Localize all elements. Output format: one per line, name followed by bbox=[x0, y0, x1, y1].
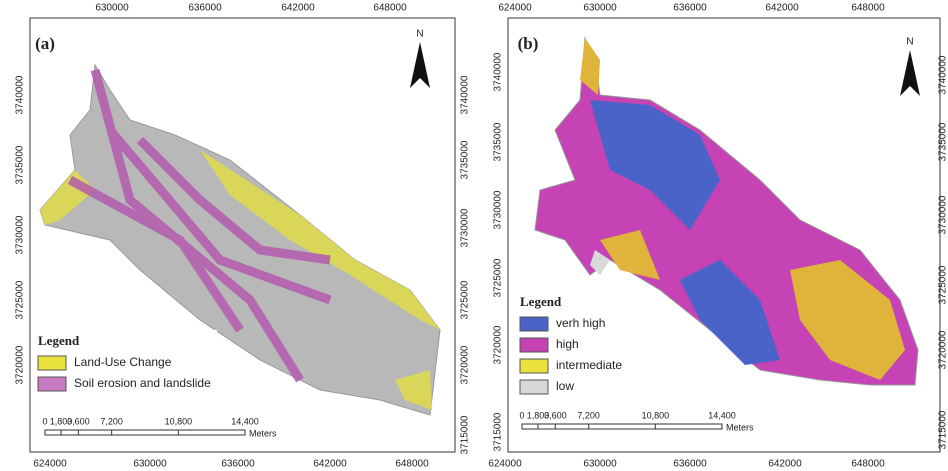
easting-label: 630000 bbox=[583, 459, 617, 470]
easting-label: 624000 bbox=[33, 459, 67, 470]
northing-label: 3735000 bbox=[938, 122, 948, 161]
north-arrow bbox=[900, 50, 920, 96]
easting-label: 630000 bbox=[95, 3, 129, 14]
easting-label: 642000 bbox=[765, 3, 799, 14]
panel-label: (a) bbox=[35, 34, 55, 53]
legend-swatch bbox=[520, 338, 548, 352]
northing-label: 3725000 bbox=[493, 258, 504, 297]
northing-label: 3740000 bbox=[15, 75, 26, 114]
legend-swatch bbox=[38, 356, 66, 370]
scale-label: 10,800 bbox=[642, 410, 670, 420]
northing-label: 3720000 bbox=[493, 325, 504, 364]
easting-label: 648000 bbox=[851, 3, 885, 14]
northing-label: 3715000 bbox=[460, 415, 471, 454]
scale-unit: Meters bbox=[726, 422, 754, 432]
scale-label: 3,600 bbox=[67, 416, 90, 426]
easting-label: 624000 bbox=[498, 3, 532, 14]
legend-title: Legend bbox=[38, 333, 80, 348]
northing-label: 3720000 bbox=[460, 345, 471, 384]
northing-label: 3730000 bbox=[15, 215, 26, 254]
northing-label: 3720000 bbox=[938, 330, 948, 369]
northing-label: 3735000 bbox=[15, 145, 26, 184]
scale-label: 0 bbox=[519, 410, 524, 420]
northing-label: 3740000 bbox=[460, 75, 471, 114]
figure: (a) N 630000 636000 642000 648000 624000 630000… bbox=[0, 0, 948, 471]
legend-swatch bbox=[38, 377, 66, 391]
northing-label: 3715000 bbox=[493, 412, 504, 451]
legend-swatch bbox=[520, 317, 548, 331]
easting-label: 636000 bbox=[188, 3, 222, 14]
scale-label: 7,200 bbox=[577, 410, 600, 420]
legend-label: low bbox=[556, 379, 574, 393]
easting-label: 630000 bbox=[133, 459, 167, 470]
scale-label: 14,400 bbox=[231, 416, 259, 426]
scale-bar bbox=[45, 430, 245, 435]
northing-label: 3725000 bbox=[938, 265, 948, 304]
legend-label: verh high bbox=[556, 316, 605, 330]
easting-label: 624000 bbox=[488, 459, 522, 470]
easting-label: 648000 bbox=[395, 459, 429, 470]
legend-label: high bbox=[556, 337, 579, 351]
easting-label: 642000 bbox=[768, 459, 802, 470]
northing-label: 3725000 bbox=[15, 280, 26, 319]
easting-label: 636000 bbox=[673, 3, 707, 14]
scale-bar bbox=[522, 424, 722, 429]
scale-label: 3,600 bbox=[544, 410, 567, 420]
legend-swatch bbox=[520, 380, 548, 394]
scale-unit: Meters bbox=[249, 428, 277, 438]
north-label: N bbox=[416, 29, 423, 40]
legend-label: Soil erosion and landslide bbox=[74, 376, 211, 390]
easting-label: 642000 bbox=[313, 459, 347, 470]
panel-label: (b) bbox=[518, 34, 539, 53]
legend-label: Land-Use Change bbox=[74, 355, 172, 369]
northing-label: 3740000 bbox=[938, 55, 948, 94]
legend-label: intermediate bbox=[556, 358, 622, 372]
legend-title: Legend bbox=[520, 294, 562, 309]
north-arrow bbox=[410, 42, 430, 88]
northing-label: 3720000 bbox=[15, 345, 26, 384]
scale-label: 7,200 bbox=[100, 416, 123, 426]
scale-label: 0 bbox=[42, 416, 47, 426]
easting-label: 648000 bbox=[851, 459, 885, 470]
easting-label: 636000 bbox=[673, 459, 707, 470]
scale-label: 14,400 bbox=[708, 410, 736, 420]
northing-label: 3735000 bbox=[460, 140, 471, 179]
northing-label: 3715000 bbox=[938, 410, 948, 449]
northing-label: 3730000 bbox=[493, 190, 504, 229]
north-label: N bbox=[906, 37, 913, 48]
northing-label: 3735000 bbox=[493, 122, 504, 161]
northing-label: 3725000 bbox=[460, 280, 471, 319]
northing-label: 3740000 bbox=[493, 52, 504, 91]
legend-swatch bbox=[520, 359, 548, 373]
easting-label: 642000 bbox=[281, 3, 315, 14]
easting-label: 648000 bbox=[373, 3, 407, 14]
easting-label: 630000 bbox=[583, 3, 617, 14]
scale-label: 10,800 bbox=[165, 416, 193, 426]
northing-label: 3730000 bbox=[460, 208, 471, 247]
northing-label: 3730000 bbox=[938, 195, 948, 234]
easting-label: 636000 bbox=[221, 459, 255, 470]
